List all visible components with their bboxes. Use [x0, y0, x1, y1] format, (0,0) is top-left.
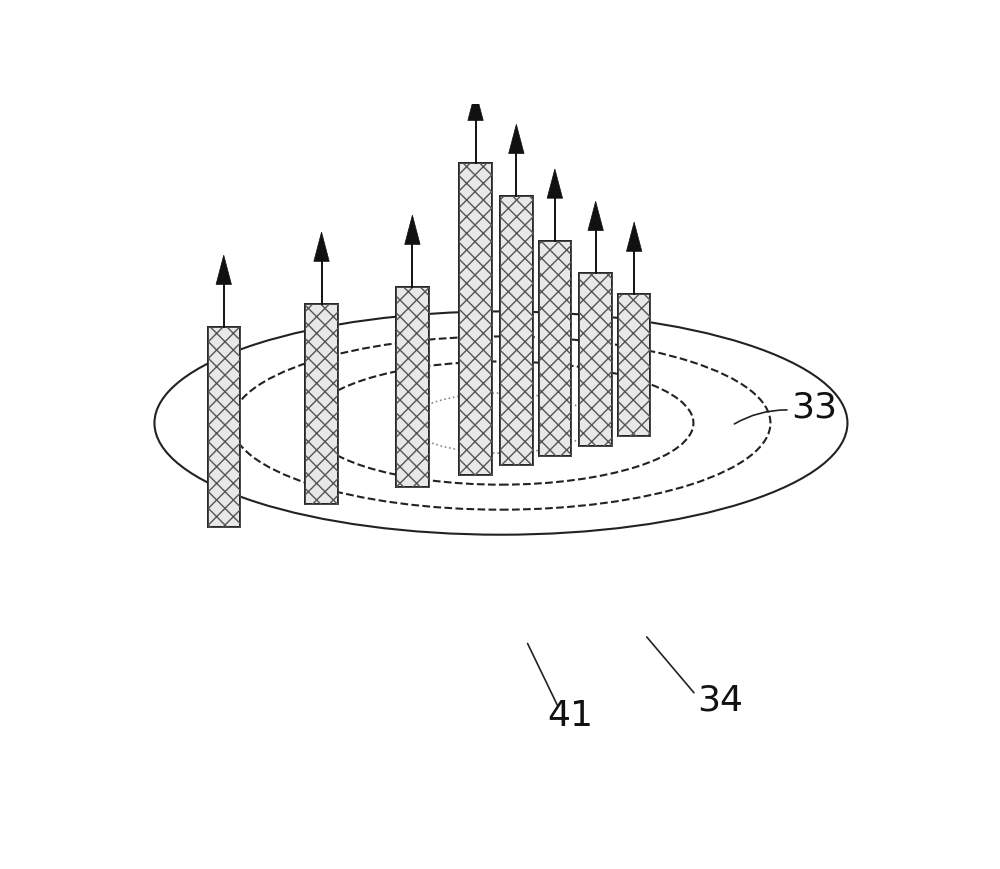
Polygon shape	[509, 124, 524, 154]
Bar	[208, 327, 240, 527]
Bar	[579, 273, 612, 446]
Polygon shape	[314, 232, 329, 262]
Bar	[539, 241, 571, 456]
Polygon shape	[405, 216, 420, 244]
Bar	[208, 327, 240, 527]
Text: 41: 41	[547, 699, 593, 733]
Bar	[618, 294, 650, 436]
Polygon shape	[588, 202, 603, 230]
Text: 33: 33	[791, 391, 837, 425]
Bar	[396, 287, 429, 487]
Bar	[618, 294, 650, 436]
Bar	[500, 196, 533, 466]
Polygon shape	[626, 222, 642, 251]
Polygon shape	[547, 169, 563, 198]
Bar	[396, 287, 429, 487]
Bar	[459, 163, 492, 474]
Bar	[305, 303, 338, 504]
Bar	[459, 163, 492, 474]
Bar	[539, 241, 571, 456]
Text: 34: 34	[697, 683, 743, 717]
Bar	[579, 273, 612, 446]
Bar	[500, 196, 533, 466]
Polygon shape	[216, 255, 231, 284]
Polygon shape	[468, 91, 483, 121]
Bar	[305, 303, 338, 504]
